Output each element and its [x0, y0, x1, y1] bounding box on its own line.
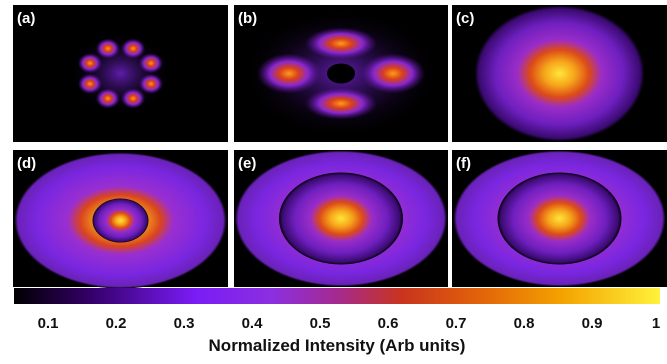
beam [475, 6, 645, 142]
tick-label: 0.8 [514, 315, 535, 332]
lobe [121, 88, 145, 108]
lobe [257, 54, 321, 94]
tick-label: 0.4 [242, 315, 264, 332]
tick-label: 0.9 [582, 315, 603, 332]
panel: (b) [234, 5, 448, 142]
lobe [121, 39, 145, 59]
center-dark [327, 64, 355, 84]
lobe [78, 53, 102, 73]
tick-label: 0.6 [378, 315, 399, 332]
lobe [305, 28, 377, 60]
colorbar-label: Normalized Intensity (Arb units) [209, 336, 466, 355]
lobe [361, 54, 425, 94]
tick-label: 0.1 [38, 315, 59, 332]
panel-label: (a) [17, 10, 35, 27]
lobe [305, 88, 377, 120]
panel-label: (f) [456, 155, 471, 172]
panel: (f) [452, 150, 667, 287]
lobe [78, 74, 102, 94]
panel-label: (c) [456, 10, 474, 27]
figure: (a) (b) (c) (d) (e) (f) 0.1 0.2 0.3 0.4 0.5 0.6 0.7… [0, 0, 667, 364]
tick-label: 0.2 [106, 315, 127, 332]
panel: (d) [13, 150, 228, 289]
panel-label: (b) [238, 10, 257, 27]
core [279, 173, 403, 265]
tick-label: 0.7 [446, 315, 467, 332]
tick-label: 0.3 [174, 315, 195, 332]
colorbar-ticks: 0.1 0.2 0.3 0.4 0.5 0.6 0.7 0.8 0.9 1 [38, 315, 661, 332]
core [498, 173, 622, 265]
page: (a) (b) (c) (d) (e) (f) 0.1 0.2 0.3 0.4 0.5 0.6 0.7… [0, 0, 667, 364]
halo [69, 32, 173, 116]
panel-label: (d) [17, 155, 36, 172]
colorbar [14, 288, 660, 304]
panel-label: (e) [238, 155, 256, 172]
panel: (c) [452, 5, 667, 142]
lobe [96, 39, 120, 59]
panel: (e) [234, 150, 448, 287]
panel: (a) [13, 5, 228, 142]
panels: (a) (b) (c) (d) (e) (f) [13, 5, 667, 289]
lobe [96, 88, 120, 108]
tick-label: 1 [652, 315, 660, 332]
core [93, 199, 149, 243]
lobe [139, 53, 163, 73]
lobe [139, 74, 163, 94]
tick-label: 0.5 [310, 315, 331, 332]
